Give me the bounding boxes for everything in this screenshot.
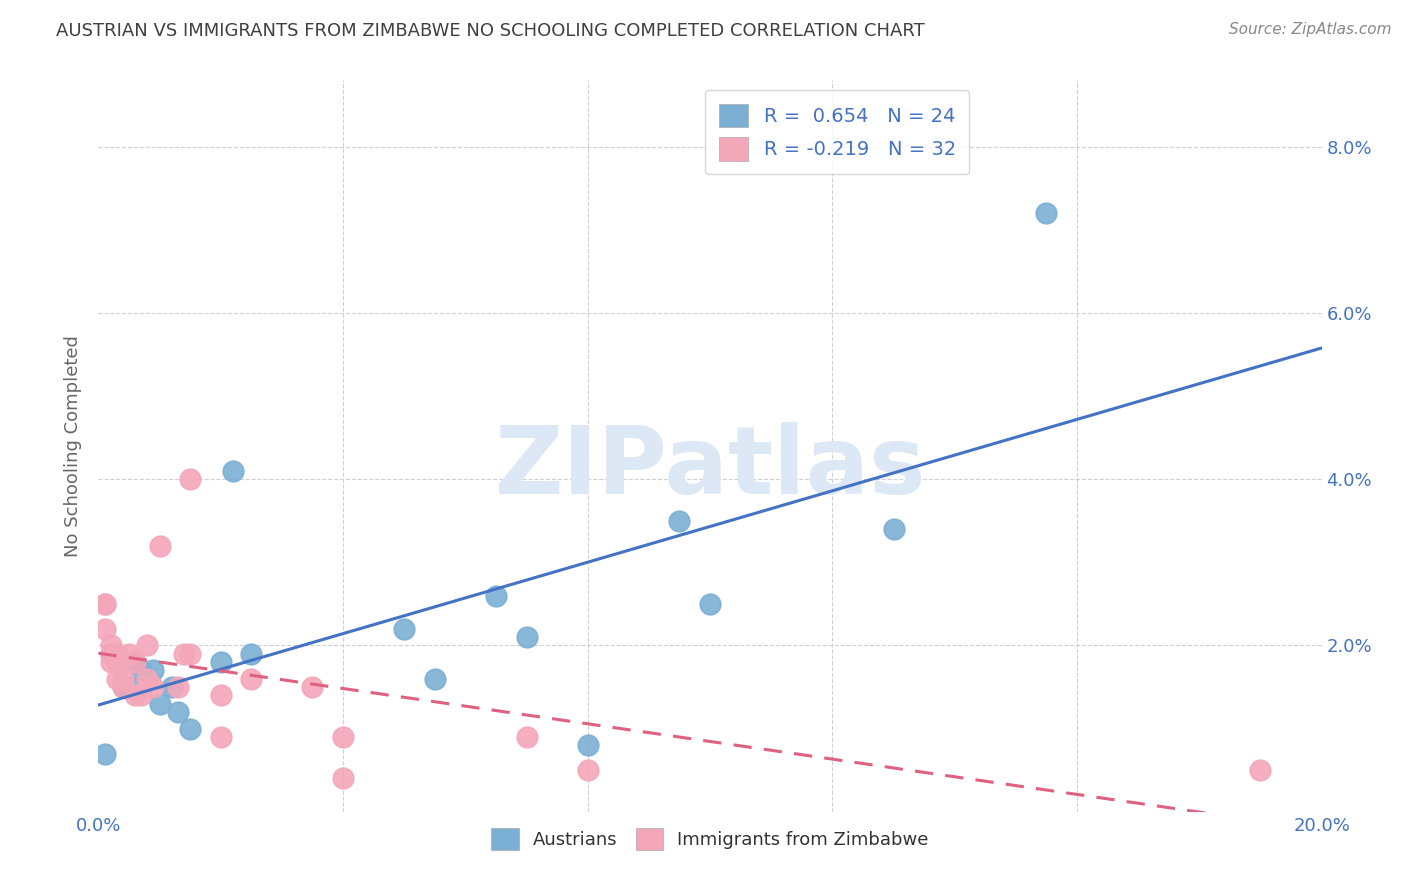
Point [136, 672, 159, 686]
Point [423, 672, 446, 686]
Point [142, 664, 165, 678]
Point [485, 589, 508, 603]
Point [209, 730, 232, 744]
Point [222, 464, 245, 478]
Point [332, 730, 354, 744]
Point [142, 680, 165, 694]
Point [124, 689, 146, 703]
Point [105, 655, 128, 669]
Point [111, 680, 134, 694]
Point [105, 672, 128, 686]
Point [93, 747, 115, 761]
Point [301, 680, 323, 694]
Point [136, 639, 159, 653]
Point [1249, 763, 1271, 777]
Point [105, 655, 128, 669]
Point [100, 647, 122, 661]
Point [576, 738, 599, 752]
Point [167, 680, 190, 694]
Legend: Austrians, Immigrants from Zimbabwe: Austrians, Immigrants from Zimbabwe [484, 821, 936, 857]
Point [124, 655, 146, 669]
Point [160, 680, 183, 694]
Point [129, 664, 152, 678]
Point [332, 772, 354, 786]
Point [111, 680, 134, 694]
Point [167, 705, 190, 719]
Point [179, 472, 201, 486]
Y-axis label: No Schooling Completed: No Schooling Completed [65, 335, 83, 557]
Point [209, 689, 232, 703]
Point [93, 597, 115, 611]
Point [118, 680, 141, 694]
Point [209, 655, 232, 669]
Point [149, 697, 172, 711]
Point [100, 647, 122, 661]
Point [392, 622, 416, 636]
Point [576, 763, 599, 777]
Point [240, 647, 263, 661]
Point [105, 647, 128, 661]
Point [173, 647, 195, 661]
Point [118, 647, 141, 661]
Point [93, 622, 115, 636]
Point [516, 630, 538, 644]
Point [699, 597, 721, 611]
Point [1035, 206, 1057, 220]
Point [100, 639, 122, 653]
Point [179, 647, 201, 661]
Point [668, 514, 690, 528]
Point [111, 672, 134, 686]
Point [516, 730, 538, 744]
Point [124, 655, 146, 669]
Text: AUSTRIAN VS IMMIGRANTS FROM ZIMBABWE NO SCHOOLING COMPLETED CORRELATION CHART: AUSTRIAN VS IMMIGRANTS FROM ZIMBABWE NO … [56, 22, 925, 40]
Point [149, 539, 172, 553]
Text: Source: ZipAtlas.com: Source: ZipAtlas.com [1229, 22, 1392, 37]
Point [129, 689, 152, 703]
Point [240, 672, 263, 686]
Point [93, 597, 115, 611]
Point [100, 655, 122, 669]
Point [179, 722, 201, 736]
Point [883, 522, 905, 536]
Text: ZIPatlas: ZIPatlas [495, 422, 925, 514]
